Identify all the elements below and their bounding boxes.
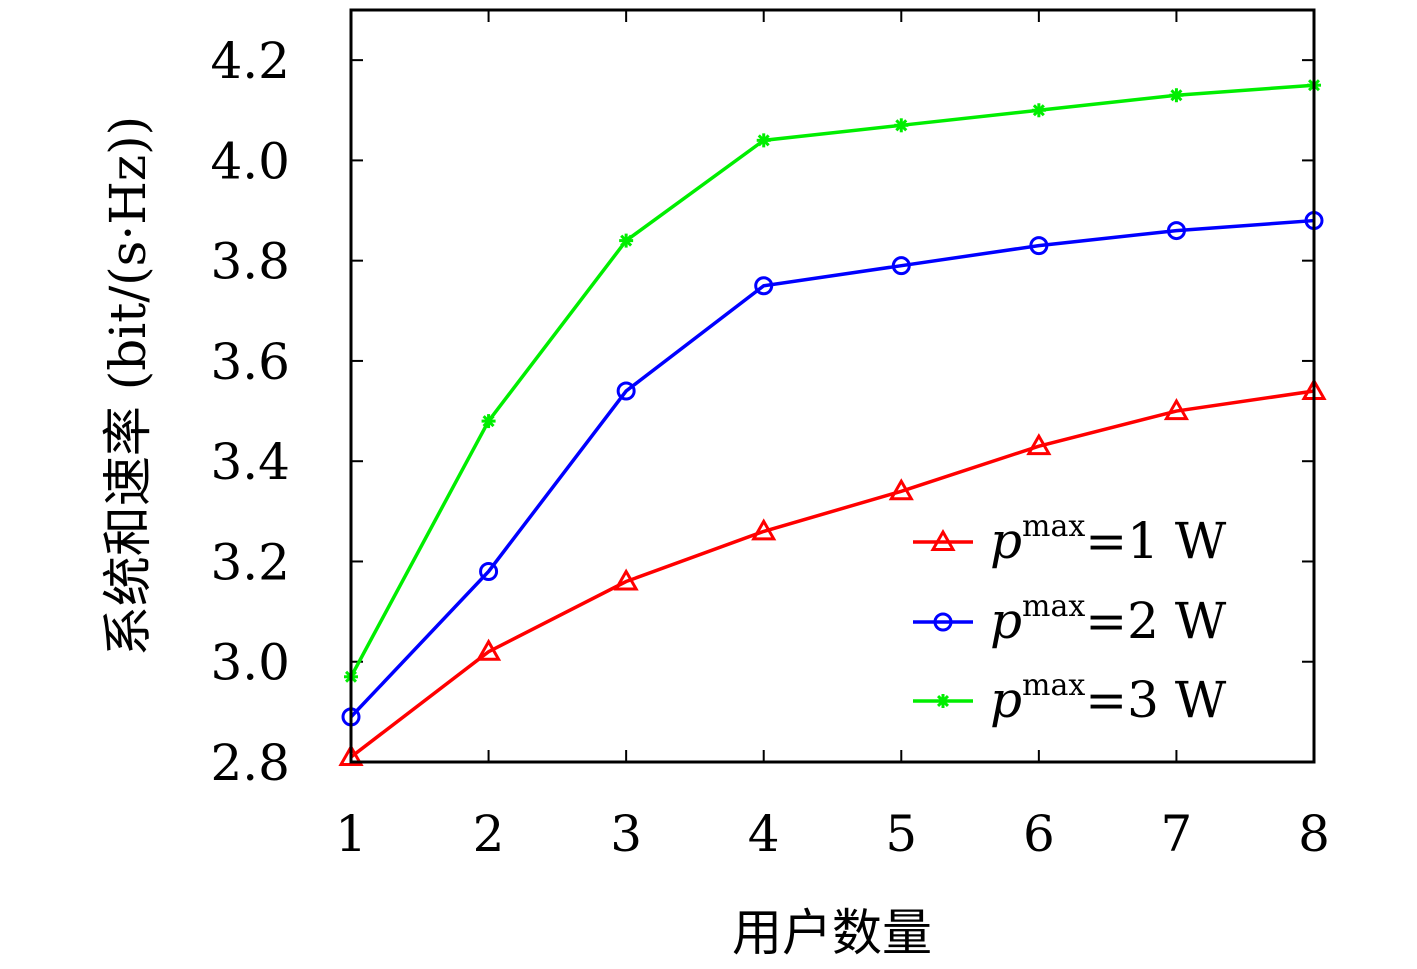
data-point	[754, 276, 774, 296]
series-1	[338, 377, 1327, 766]
legend-item-3: pmax=3 W	[913, 668, 1227, 729]
x-tick-labels: 1 2 3 4 5 6 7 8	[335, 805, 1330, 863]
y-tick-label: 3.0	[210, 634, 290, 692]
y-tick-labels: 2.8 3.0 3.2 3.4 3.6 3.8 4.0 4.2	[210, 32, 290, 792]
x-tick-label: 6	[1023, 805, 1055, 863]
y-tick-label: 3.2	[210, 533, 290, 591]
data-point	[619, 233, 634, 248]
series-2	[341, 211, 1324, 727]
data-point	[475, 638, 502, 661]
series-line	[349, 218, 1315, 719]
legend-label: pmax=2 W	[990, 589, 1227, 650]
data-point	[756, 133, 771, 148]
data-point	[481, 414, 496, 429]
x-tick-label: 8	[1298, 805, 1330, 863]
x-tick-label: 3	[610, 805, 642, 863]
data-point	[1031, 103, 1046, 118]
data-point	[616, 381, 636, 401]
data-point	[888, 478, 914, 501]
data-point	[1163, 398, 1190, 421]
data-point	[891, 256, 911, 276]
legend-marker	[933, 612, 953, 632]
data-point	[1169, 88, 1184, 103]
data-point	[1166, 221, 1186, 241]
data-point	[479, 561, 499, 581]
legend-item-1: pmax=1 W	[913, 509, 1227, 570]
data-point	[613, 568, 639, 591]
legend-label: pmax=1 W	[990, 509, 1227, 570]
x-tick-label: 4	[748, 805, 780, 863]
legend: pmax=1 W pmax=2 W pmax=3 W	[913, 509, 1227, 729]
data-point	[751, 518, 777, 541]
data-point	[1029, 236, 1049, 256]
x-tick-label: 7	[1161, 805, 1193, 863]
series-line	[349, 83, 1315, 678]
y-tick-label: 3.8	[210, 233, 290, 291]
y-tick-label: 4.0	[210, 132, 290, 190]
y-tick-label: 4.2	[210, 32, 290, 90]
y-axis-title: 系统和速率 (bit/(s·Hz))	[99, 116, 157, 656]
x-tick-label: 1	[335, 805, 367, 863]
legend-marker	[930, 528, 956, 551]
series-layer	[338, 78, 1327, 766]
legend-marker	[936, 694, 950, 708]
data-point	[894, 118, 909, 133]
x-tick-label: 2	[473, 805, 505, 863]
legend-label: pmax=3 W	[990, 668, 1227, 729]
y-tick-label: 2.8	[210, 734, 290, 792]
plot-frame	[349, 8, 1316, 764]
x-tick-label: 5	[885, 805, 917, 863]
x-axis-title: 用户数量	[732, 904, 932, 962]
y-tick-label: 3.6	[210, 333, 290, 391]
legend-item-2: pmax=2 W	[913, 589, 1227, 650]
data-point	[338, 743, 364, 766]
y-tick-label: 3.4	[210, 433, 290, 491]
data-point	[1026, 433, 1052, 456]
series-line	[349, 389, 1315, 759]
